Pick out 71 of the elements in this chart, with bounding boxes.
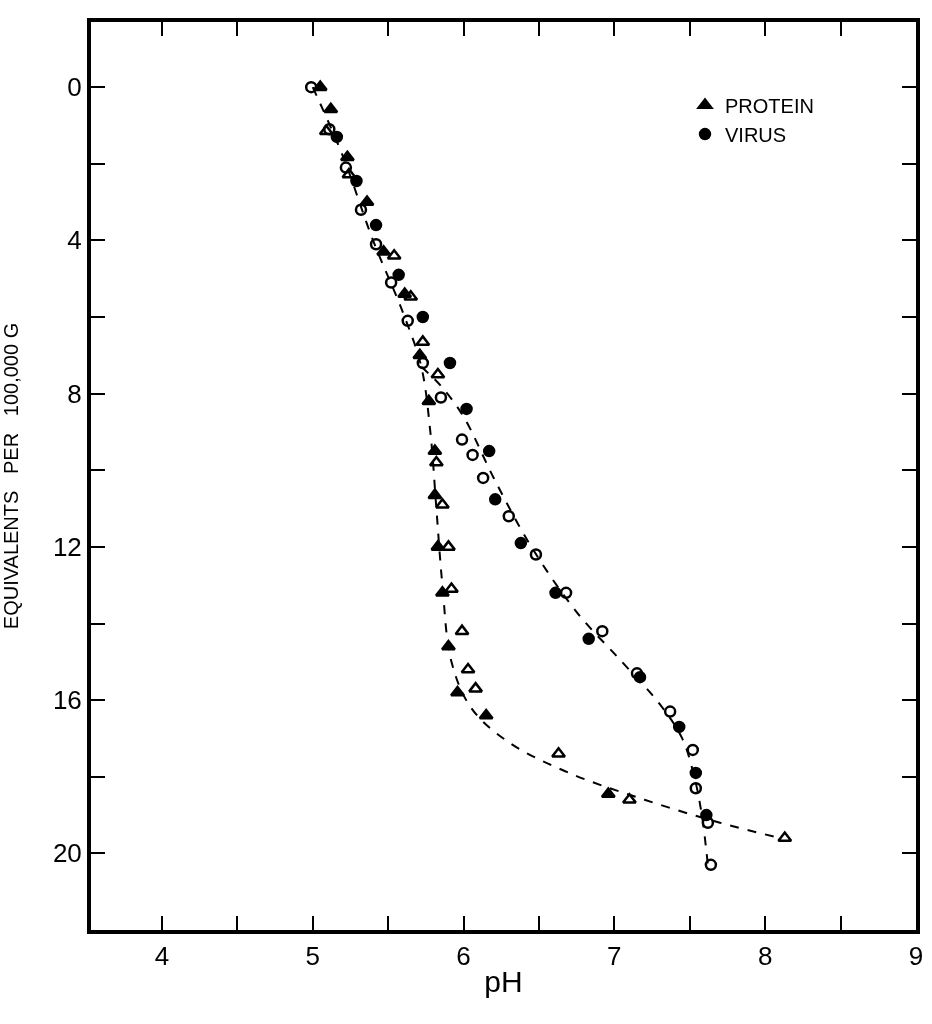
y-tick-label: 4 — [67, 225, 82, 256]
point — [354, 203, 368, 216]
point — [460, 402, 473, 416]
point — [582, 632, 595, 646]
y-tick-label: 20 — [52, 838, 82, 869]
point — [427, 444, 443, 456]
point — [386, 248, 402, 260]
point — [350, 174, 363, 188]
point — [323, 123, 336, 136]
point — [341, 167, 357, 179]
point — [777, 831, 793, 843]
point — [428, 455, 444, 467]
point — [502, 509, 516, 523]
point — [339, 161, 353, 174]
point — [630, 667, 644, 680]
point — [403, 289, 419, 301]
legend-label: VIRUS — [725, 123, 787, 146]
legend-label: PROTEIN — [725, 94, 814, 117]
point — [514, 536, 528, 550]
x-axis-title: pH — [484, 965, 523, 999]
point — [416, 356, 430, 370]
point — [384, 276, 398, 289]
point — [689, 781, 703, 795]
point — [434, 497, 451, 509]
x-tick-label: 5 — [305, 941, 320, 972]
point — [416, 310, 430, 324]
x-tick-label: 7 — [607, 941, 622, 972]
y-tick-label: 12 — [52, 531, 82, 562]
point — [621, 792, 638, 804]
point — [443, 356, 457, 370]
point — [318, 124, 334, 136]
point — [488, 493, 502, 506]
y-tick-label: 0 — [67, 72, 82, 103]
x-tick-label: 4 — [154, 941, 170, 972]
point — [460, 662, 476, 674]
point — [476, 471, 490, 485]
point — [434, 391, 448, 404]
point — [559, 586, 573, 600]
y-axis-title: EQUIVALENTS PER 100,000 G — [0, 322, 22, 630]
point — [427, 488, 443, 500]
point — [455, 433, 469, 446]
x-tick-label: 8 — [757, 941, 773, 972]
point — [392, 268, 405, 282]
point — [369, 218, 383, 232]
point — [478, 708, 494, 720]
y-tick-label: 8 — [67, 378, 82, 409]
x-tick-label: 9 — [908, 941, 924, 972]
point — [704, 858, 718, 872]
point — [449, 685, 466, 697]
x-tick-label: 6 — [456, 941, 471, 972]
point — [686, 743, 700, 757]
point — [672, 720, 686, 734]
point — [430, 367, 446, 379]
point — [304, 80, 318, 94]
point — [529, 548, 543, 561]
y-tick-label: 16 — [52, 685, 82, 716]
point — [549, 586, 562, 600]
point — [466, 448, 479, 462]
point — [596, 624, 609, 638]
point — [482, 444, 496, 458]
point — [689, 766, 703, 780]
point — [421, 394, 437, 406]
point — [454, 624, 470, 636]
point — [468, 681, 484, 693]
point — [663, 705, 677, 718]
point — [323, 102, 339, 114]
point — [359, 195, 375, 207]
point — [443, 582, 460, 594]
point — [369, 237, 383, 251]
point — [401, 314, 414, 328]
point — [701, 816, 715, 829]
